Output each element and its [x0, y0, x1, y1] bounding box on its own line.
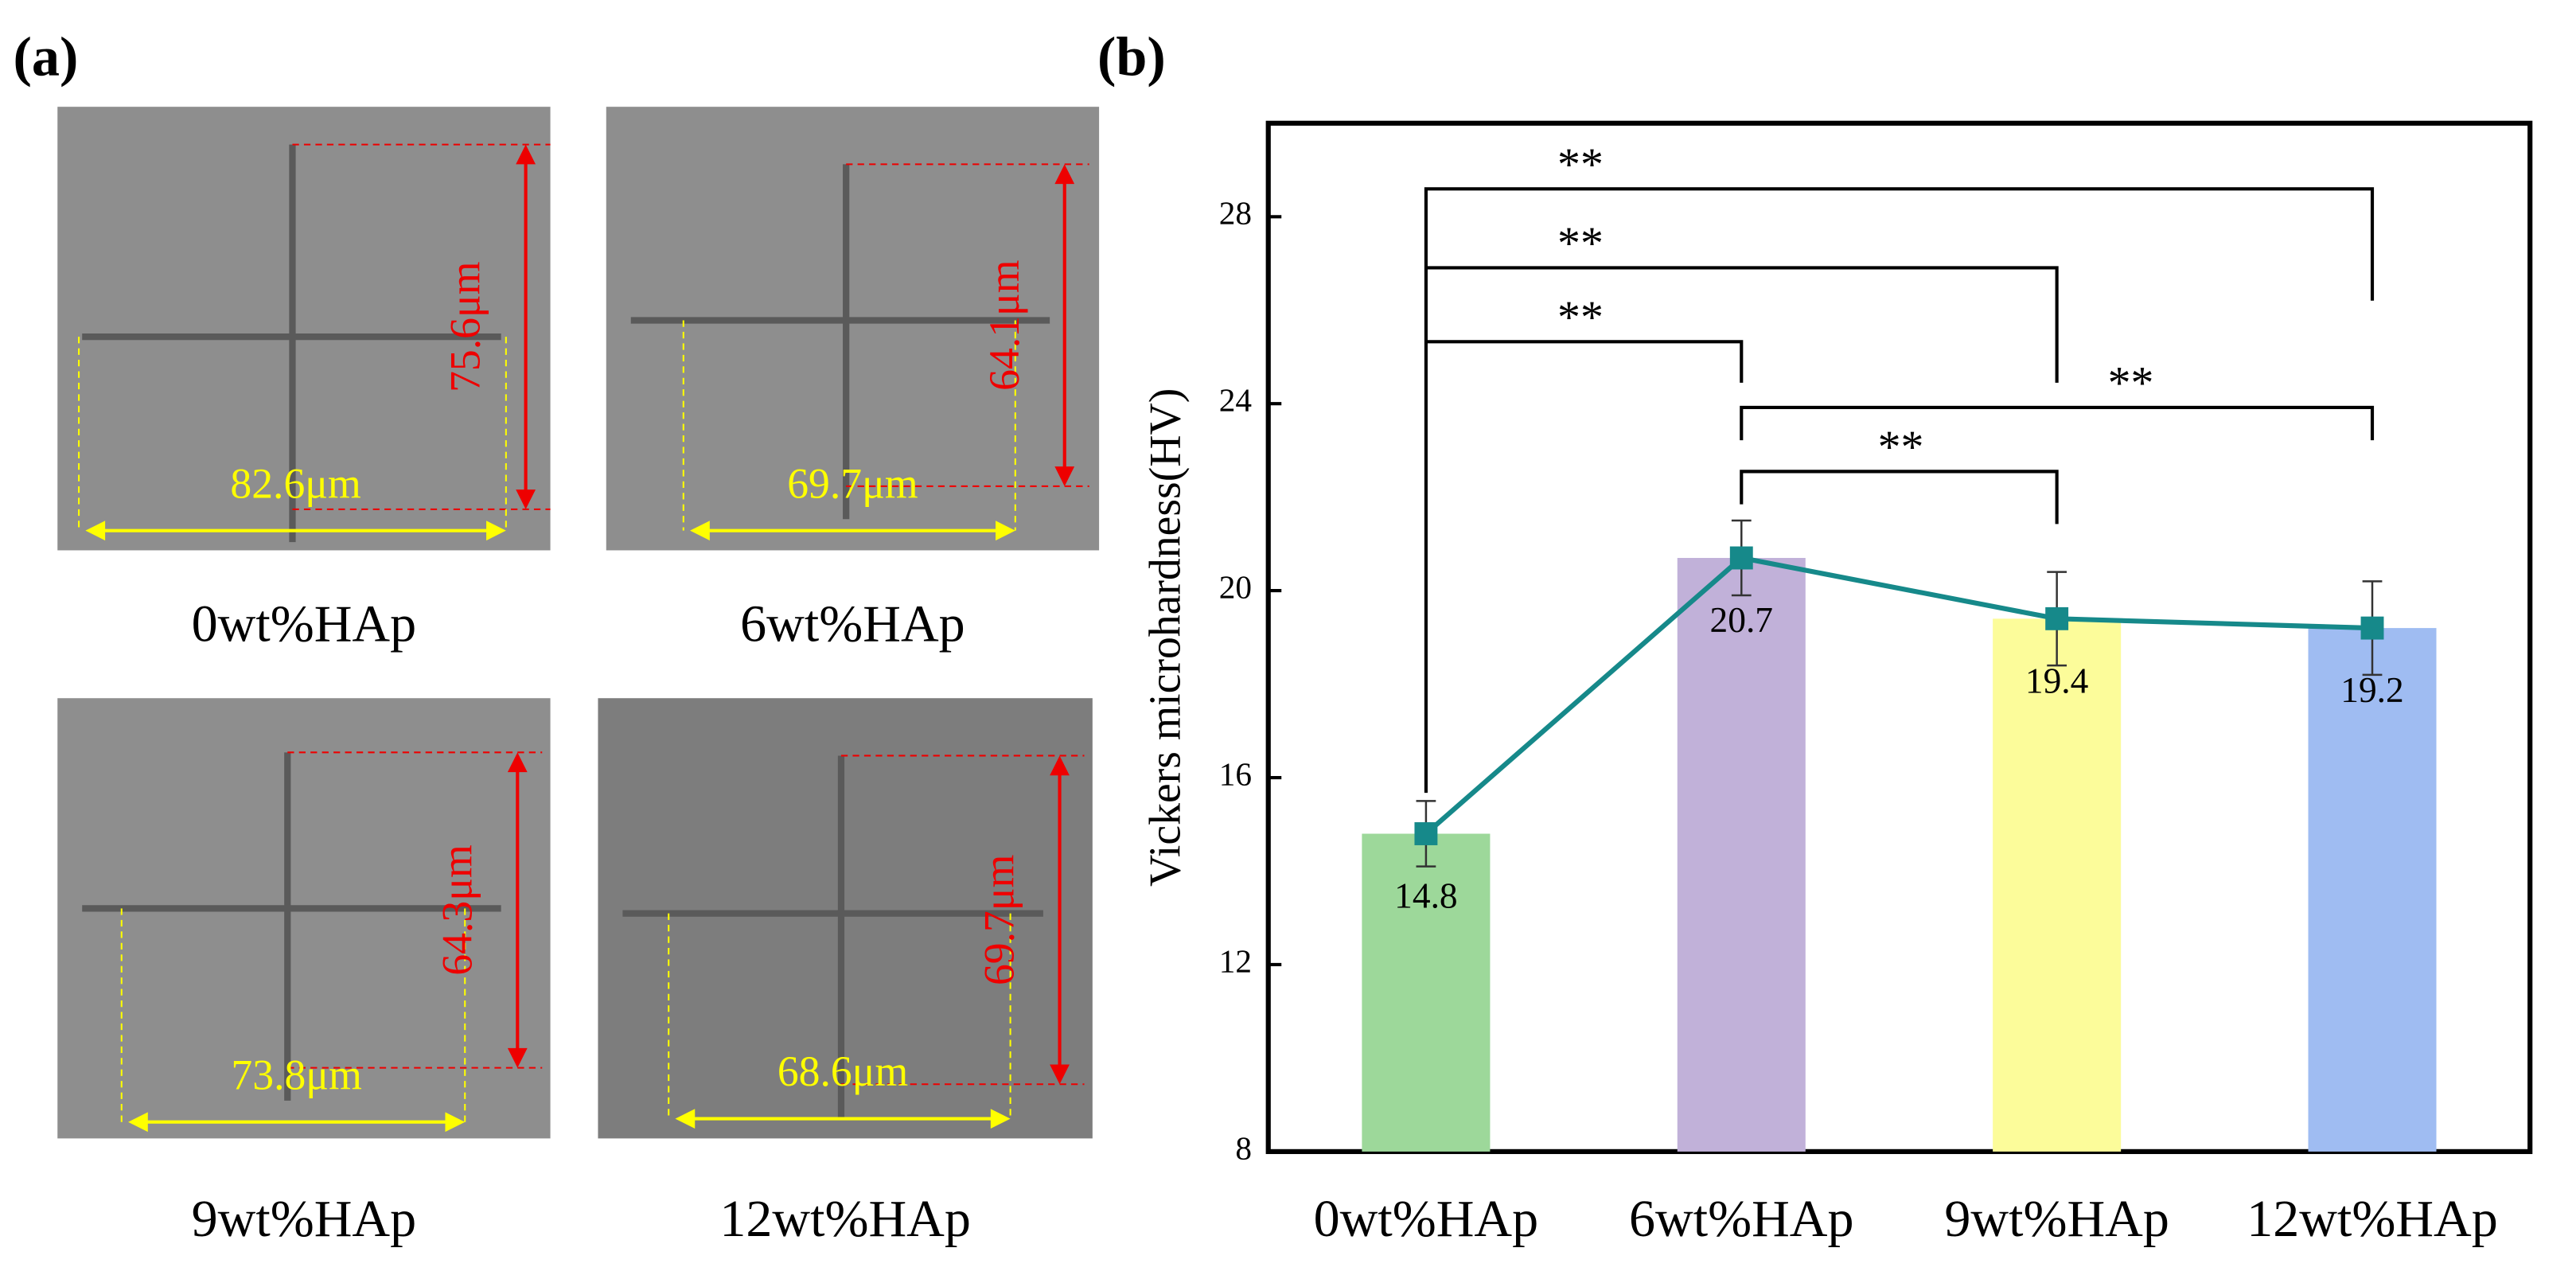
width-label: 68.6μm [777, 1047, 908, 1095]
significance-bracket [1740, 470, 2059, 525]
marker [2045, 606, 2069, 630]
significance-bracket [1740, 405, 2375, 441]
width-label: 73.8μm [231, 1051, 361, 1098]
height-label: 69.7μm [976, 855, 1023, 985]
y-tick-label: 20 [1219, 569, 1252, 606]
caption: 6wt%HAp [740, 595, 965, 653]
significance-bracket [1425, 340, 1744, 383]
y-tick-label: 28 [1219, 195, 1252, 232]
value-label: 14.8 [1394, 875, 1457, 915]
plot-frame [1265, 120, 2533, 1154]
y-axis-label: Vickers microhardness(HV) [1141, 388, 1191, 887]
caption: 0wt%HAp [192, 595, 417, 653]
y-tick-label: 16 [1219, 756, 1252, 793]
micrograph [57, 698, 551, 1139]
bar [1993, 618, 2122, 1152]
x-tick-label: 12wt%HAp [2247, 1190, 2498, 1248]
marker [2360, 616, 2384, 640]
significance-label: ** [1878, 422, 1924, 473]
significance-bracket [1424, 187, 2375, 794]
panel-label: (b) [1097, 26, 1166, 88]
bar [2308, 628, 2437, 1152]
bar [1677, 557, 1806, 1152]
significance-bracket [1425, 266, 2059, 383]
value-label: 19.4 [2025, 661, 2088, 700]
y-tick-label: 24 [1219, 382, 1252, 419]
significance-label: ** [1557, 139, 1604, 190]
width-label: 69.7μm [787, 459, 918, 507]
panel-label: (a) [14, 26, 79, 88]
x-tick-label: 0wt%HAp [1314, 1190, 1539, 1248]
width-label: 82.6μm [230, 459, 360, 507]
height-label: 64.1μm [980, 259, 1028, 390]
marker [1729, 546, 1753, 570]
trend-line [1424, 555, 2373, 836]
caption: 9wt%HAp [192, 1190, 417, 1248]
significance-label: ** [2108, 357, 2154, 408]
x-tick-label: 9wt%HAp [1944, 1190, 2169, 1248]
height-label: 75.6μm [442, 262, 489, 392]
value-label: 20.7 [1710, 600, 1773, 640]
height-label: 64.3μm [433, 844, 481, 975]
significance-label: ** [1557, 292, 1604, 343]
marker [1414, 822, 1438, 845]
bar [1362, 833, 1491, 1152]
significance-label: ** [1557, 218, 1604, 269]
caption: 12wt%HAp [719, 1190, 971, 1248]
micrograph [606, 107, 1100, 551]
micrograph [57, 107, 551, 551]
x-tick-label: 6wt%HAp [1629, 1190, 1854, 1248]
y-tick-label: 12 [1219, 942, 1252, 979]
value-label: 19.2 [2340, 670, 2403, 710]
y-tick-label: 8 [1235, 1129, 1252, 1166]
